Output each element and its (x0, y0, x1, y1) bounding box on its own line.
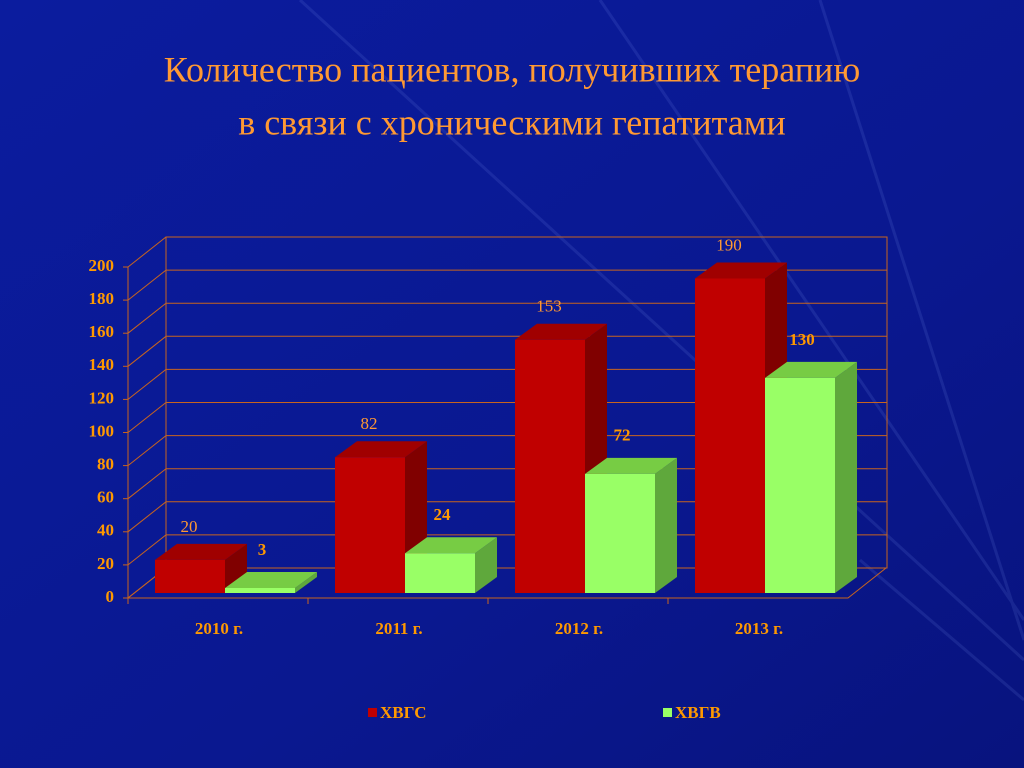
bar-face (695, 278, 765, 593)
data-label: 20 (181, 517, 198, 536)
bar-face (335, 441, 427, 458)
x-tick-label: 2013 г. (735, 619, 783, 638)
bar-face (335, 457, 405, 593)
bar-face (405, 553, 475, 593)
legend-label: ХВГВ (675, 703, 721, 722)
y-tick-label: 100 (89, 421, 115, 440)
data-label: 190 (716, 235, 742, 254)
bar-face (515, 339, 585, 593)
bar-face (405, 537, 497, 554)
y-tick-label: 20 (97, 554, 114, 573)
bar-face (295, 572, 317, 593)
bar-face (475, 537, 497, 593)
bar-face (155, 543, 247, 560)
y-tick-label: 160 (89, 322, 115, 341)
data-label: 3 (258, 540, 267, 559)
y-tick-label: 120 (89, 388, 115, 407)
grid-line (127, 302, 887, 334)
grid-line (127, 368, 887, 400)
y-tick-label: 80 (97, 455, 114, 474)
x-tick-label: 2010 г. (195, 619, 243, 638)
bar-face (585, 473, 655, 593)
bar (155, 543, 247, 593)
grid-line (127, 269, 887, 301)
legend-swatch (663, 708, 672, 717)
grid-line (127, 236, 887, 268)
bar (405, 537, 497, 593)
rays (298, 0, 1024, 702)
bar-face (155, 559, 225, 593)
grid-line (127, 402, 887, 433)
data-label: 72 (614, 426, 631, 445)
y-tick-label: 60 (97, 488, 114, 507)
bar-face (695, 262, 787, 279)
data-label: 82 (361, 414, 378, 433)
legend-label: ХВГС (380, 703, 426, 722)
y-tick-label: 200 (89, 256, 115, 275)
bar-face (515, 323, 607, 340)
title-line: в связи с хроническими гепатитами (238, 102, 786, 142)
bar-face (835, 361, 857, 593)
bar-face (765, 377, 835, 593)
grid-line (127, 435, 887, 466)
bar (585, 457, 677, 593)
y-tick-label: 140 (89, 355, 115, 374)
y-tick-label: 40 (97, 521, 114, 540)
data-label: 24 (434, 505, 452, 524)
x-tick-label: 2012 г. (555, 619, 603, 638)
data-label: 153 (536, 297, 562, 316)
bar-face (225, 588, 295, 593)
bar-face (655, 457, 677, 593)
plot: 0 20 40 60 80 100 120 140 160 180 200 2010 г. 20 3 201… (89, 235, 888, 722)
x-tick-label: 2011 г. (375, 619, 422, 638)
bar (765, 361, 857, 593)
y-tick-label: 0 (106, 587, 115, 606)
bar-face (585, 457, 677, 474)
bar-face (225, 572, 317, 589)
legend-swatch (368, 708, 377, 717)
title-line: Количество пациентов, получивших терапию (164, 49, 860, 89)
data-label: 130 (789, 330, 815, 349)
grid-line (127, 335, 887, 367)
bar (225, 572, 317, 593)
bar-face (765, 361, 857, 378)
y-tick-label: 180 (89, 289, 115, 308)
